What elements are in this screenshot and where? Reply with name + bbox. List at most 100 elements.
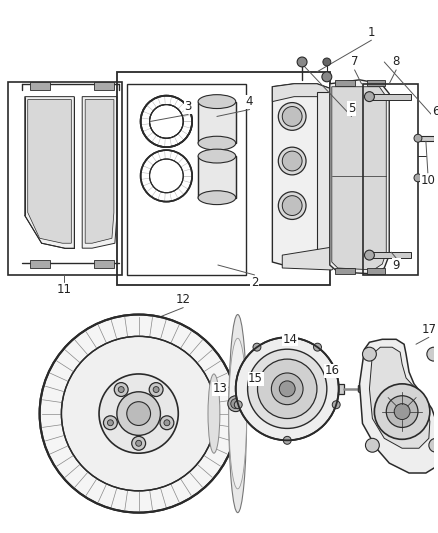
Bar (364, 84, 418, 275)
Circle shape (374, 384, 430, 439)
Circle shape (132, 437, 145, 450)
Polygon shape (25, 96, 74, 248)
Text: 12: 12 (176, 293, 191, 306)
Circle shape (322, 72, 332, 82)
Circle shape (234, 401, 242, 409)
Circle shape (153, 386, 159, 392)
Bar (335, 80, 355, 86)
Polygon shape (282, 245, 344, 270)
Bar (335, 268, 355, 274)
Text: 4: 4 (246, 95, 253, 108)
Circle shape (253, 343, 261, 351)
Polygon shape (85, 100, 114, 243)
Text: 8: 8 (392, 55, 400, 68)
Ellipse shape (198, 136, 236, 150)
Text: 15: 15 (248, 373, 263, 385)
Polygon shape (272, 84, 344, 268)
Text: 11: 11 (57, 283, 72, 296)
Ellipse shape (208, 374, 220, 453)
Text: 2: 2 (251, 276, 258, 289)
Polygon shape (358, 383, 369, 395)
Bar (30, 260, 49, 268)
Polygon shape (360, 340, 438, 473)
Circle shape (364, 250, 374, 260)
Bar (127, 84, 246, 275)
Bar (198, 156, 236, 198)
Circle shape (39, 314, 238, 513)
Text: 9: 9 (392, 259, 400, 271)
Ellipse shape (278, 102, 306, 130)
Polygon shape (332, 87, 386, 270)
Circle shape (258, 359, 317, 418)
Text: 5: 5 (348, 102, 355, 115)
Circle shape (414, 174, 422, 182)
Circle shape (136, 440, 141, 446)
Polygon shape (82, 96, 117, 248)
Circle shape (164, 420, 170, 426)
Circle shape (283, 437, 291, 445)
Circle shape (118, 386, 124, 392)
Text: 13: 13 (212, 382, 227, 395)
Circle shape (282, 151, 302, 171)
Bar (369, 252, 411, 258)
Ellipse shape (229, 338, 247, 489)
Polygon shape (330, 80, 389, 274)
Text: 7: 7 (351, 55, 358, 68)
Ellipse shape (198, 191, 236, 205)
Text: 3: 3 (184, 100, 192, 113)
Bar (8, 82, 122, 275)
Ellipse shape (229, 314, 247, 513)
Circle shape (107, 420, 113, 426)
Polygon shape (369, 347, 430, 448)
Text: 14: 14 (283, 333, 298, 346)
Circle shape (114, 383, 128, 397)
Bar (198, 102, 236, 143)
Circle shape (365, 438, 379, 452)
Circle shape (61, 336, 216, 491)
Circle shape (332, 401, 340, 409)
Bar (94, 82, 114, 90)
Bar (334, 384, 344, 394)
Circle shape (247, 349, 327, 429)
Circle shape (236, 337, 339, 440)
Circle shape (231, 399, 240, 409)
Circle shape (323, 58, 331, 66)
Bar (367, 80, 385, 86)
Bar (30, 82, 49, 90)
Text: 10: 10 (420, 174, 435, 187)
Circle shape (272, 373, 303, 405)
Text: 17: 17 (421, 323, 436, 336)
Ellipse shape (278, 147, 306, 175)
Circle shape (427, 347, 438, 361)
Bar (94, 260, 114, 268)
Circle shape (386, 395, 418, 427)
Circle shape (160, 416, 174, 430)
Text: 6: 6 (432, 105, 438, 118)
Bar (317, 92, 344, 260)
Circle shape (364, 92, 374, 102)
Ellipse shape (278, 192, 306, 220)
Circle shape (99, 374, 178, 453)
Bar (418, 176, 434, 181)
Ellipse shape (198, 149, 236, 163)
Polygon shape (272, 84, 334, 102)
Circle shape (414, 134, 422, 142)
Circle shape (279, 381, 295, 397)
Circle shape (394, 403, 410, 419)
Circle shape (228, 395, 244, 411)
Text: 16: 16 (324, 365, 339, 377)
Text: 1: 1 (367, 26, 375, 39)
Ellipse shape (198, 95, 236, 109)
Polygon shape (28, 100, 71, 243)
Circle shape (363, 347, 376, 361)
Circle shape (297, 57, 307, 67)
Bar (367, 268, 385, 274)
Polygon shape (224, 390, 248, 417)
Bar (117, 72, 330, 285)
Bar (418, 136, 434, 141)
Circle shape (127, 402, 151, 425)
Circle shape (282, 196, 302, 215)
Circle shape (149, 383, 163, 397)
Bar (369, 94, 411, 100)
Circle shape (429, 438, 438, 452)
